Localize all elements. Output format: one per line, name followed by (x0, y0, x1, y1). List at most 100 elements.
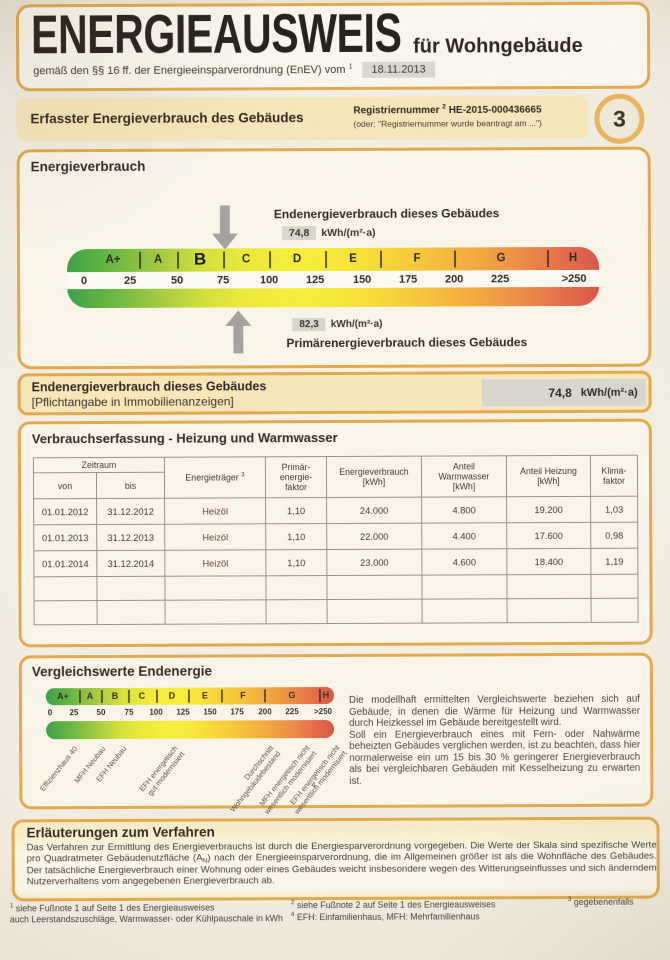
erlaeuterungen-heading: Erläuterungen zum Verfahren (26, 824, 215, 841)
cell-bis: 31.12.2012 (96, 498, 165, 525)
table-cell-empty (326, 575, 423, 600)
table-cell-empty (507, 598, 592, 623)
cell-traeger: Heizöl (164, 523, 266, 551)
scale-tick (263, 689, 266, 703)
scale-num-0: 0 (81, 274, 88, 287)
scale-num-75: 75 (216, 273, 230, 287)
comparison-scale-class-c: C (138, 690, 146, 701)
scale-tick (269, 251, 272, 269)
footnote-4: 4 EFH: Einfamilienhaus, MFH: Mehrfamilie… (291, 910, 480, 922)
col-header-zeitraum: Zeitraum (33, 457, 165, 473)
scale-class-e: E (349, 252, 357, 265)
pflichtangabe-unit: kWh/(m²·a) (580, 386, 638, 399)
scale-num-225: 225 (490, 272, 510, 285)
scale-num-175: 175 (398, 273, 418, 286)
comparison-text: Die modellhaft ermittelten Vergleichswer… (349, 694, 640, 787)
table-cell-empty (591, 598, 639, 623)
primary-energy-value: 82,3 (292, 318, 326, 332)
footnote-2-text: siehe Fußnote 2 auf Seite 1 des Energiea… (296, 899, 496, 911)
energietraeger-label: Energieträger (185, 472, 239, 483)
law-text: gemäß den §§ 16 ff. der Energieeinsparve… (33, 63, 346, 78)
footnote-3-text: gegebenenfalls (573, 896, 634, 907)
band-title: Erfasster Energieverbrauch des Gebäudes (30, 110, 304, 127)
footnote-1: 1 siehe Fußnote 1 auf Seite 1 des Energi… (10, 902, 215, 914)
col-header-energietraeger: Energieträger 3 (164, 456, 266, 499)
col-header-anteil-heizung: Anteil Heizung [kWh] (506, 455, 591, 497)
erlaeuterungen-box: Erläuterungen zum Verfahren Das Verfahre… (11, 816, 660, 902)
comparison-scale-num-100: 100 (149, 707, 163, 717)
table-cell-empty (34, 600, 98, 625)
energy-scale-number-strip (67, 269, 600, 290)
scale-num-125: 125 (305, 273, 325, 286)
cell-klima: 1,19 (590, 548, 638, 575)
pflichtangabe-band: Endenergieverbrauch dieses Gebäudes [Pfl… (17, 370, 652, 416)
cell-ww: 4.800 (421, 496, 507, 524)
scale-tick (139, 251, 142, 269)
vergleichswerte-heading: Vergleichswerte Endenergie (31, 663, 212, 680)
verbrauchserfassung-box: Verbrauchserfassung - Heizung und Warmwa… (17, 418, 653, 648)
section-band-erfasster-energieverbrauch: Erfasster Energieverbrauch des Gebäudes … (16, 95, 589, 142)
footnote-3-marker: 3 (567, 895, 572, 903)
scale-num-25: 25 (123, 274, 137, 287)
scale-tick (223, 251, 226, 269)
cell-von: 01.01.2012 (33, 498, 97, 525)
footnote-3-continuation-text: auch Leerstandszuschläge, Warmwasser- od… (9, 913, 283, 925)
scale-class-d: D (292, 253, 302, 266)
table-row: 01.01.2014 31.12.2014 Heizöl 1,10 23.000… (33, 548, 638, 577)
law-footnote-mark: 1 (348, 63, 353, 71)
cell-faktor: 1,10 (265, 497, 327, 524)
footnote-4-marker: 4 (290, 911, 295, 919)
comparison-scale-class-a: A (86, 691, 94, 702)
comparison-footnote-mark: 4 (311, 780, 316, 790)
comparison-scale-num-150: 150 (203, 707, 217, 717)
comparison-scale-class-h: H (322, 690, 330, 701)
pflichtangabe-value: 74,8 (548, 385, 572, 400)
scale-num-100: 100 (259, 273, 279, 286)
table-row: 01.01.2012 31.12.2012 Heizöl 1,10 24.000… (33, 496, 638, 525)
scale-tick (318, 689, 321, 703)
comparison-scale-num-125: 125 (176, 707, 190, 717)
table-row-empty (34, 598, 639, 625)
comparison-scale-num-50: 50 (96, 708, 106, 718)
law-reference: gemäß den §§ 16 ff. der Energieeinsparve… (33, 61, 435, 80)
cell-heizung: 19.200 (506, 496, 591, 523)
table-cell-empty (33, 576, 98, 601)
page-title: ENERGIEAUSWEIS (30, 1, 402, 66)
cell-von: 01.01.2013 (33, 524, 97, 551)
scale-tick (155, 689, 158, 703)
registry-footnote-mark: 2 (442, 103, 446, 111)
title-line: ENERGIEAUSWEIS für Wohngebäude (30, 1, 583, 66)
pflichtangabe-value-box: 74,8 kWh/(m²·a) (481, 378, 646, 407)
energieverbrauch-box: Energieverbrauch Endenergieverbrauch die… (16, 146, 652, 370)
end-energy-label: Endenergieverbrauch dieses Gebäudes (273, 206, 500, 222)
table-cell-empty (165, 599, 267, 625)
cell-faktor: 1,10 (265, 523, 327, 550)
cell-heizung: 18.400 (506, 548, 591, 575)
footnote-2: 2 siehe Fußnote 2 auf Seite 1 des Energi… (291, 898, 496, 910)
cell-faktor: 1,10 (265, 549, 327, 576)
comparison-paragraph-1: Die modellhaft ermittelten Vergleichswer… (348, 693, 641, 729)
scale-class-a: A (153, 253, 163, 266)
footnote-1-marker: 1 (9, 902, 14, 910)
footnote-1-text: siehe Fußnote 1 auf Seite 1 des Energiea… (15, 902, 215, 914)
comparison-scale-num-250plus: >250 (313, 707, 333, 717)
scale-class-f: F (413, 252, 421, 265)
comparison-paragraph-2: Soll ein Energieverbrauch eines mit Fern… (349, 728, 641, 787)
page-number-badge: 3 (594, 93, 645, 144)
end-energy-value: 74,8 (281, 226, 317, 241)
scale-tick (220, 689, 223, 703)
scale-class-h: H (568, 251, 578, 264)
col-header-klimafaktor: Klima- faktor (590, 455, 638, 497)
cell-bis: 31.12.2013 (96, 524, 165, 551)
verbrauch-table: Zeitraum Energieträger 3 Primär- energie… (33, 455, 639, 626)
table-cell-empty (96, 576, 166, 601)
end-energy-arrow-down-icon (212, 205, 238, 249)
comparison-scale-num-0: 0 (47, 708, 53, 718)
footnote-3-continuation: auch Leerstandszuschläge, Warmwasser- od… (10, 913, 283, 924)
registry-line: Registriernummer 2 HE-2015-000436665 (353, 103, 541, 117)
scale-class-g: G (496, 252, 506, 265)
scale-class-b-highlighted: B (193, 249, 207, 269)
table-cell-empty (265, 575, 328, 600)
table-cell-empty (422, 598, 508, 624)
